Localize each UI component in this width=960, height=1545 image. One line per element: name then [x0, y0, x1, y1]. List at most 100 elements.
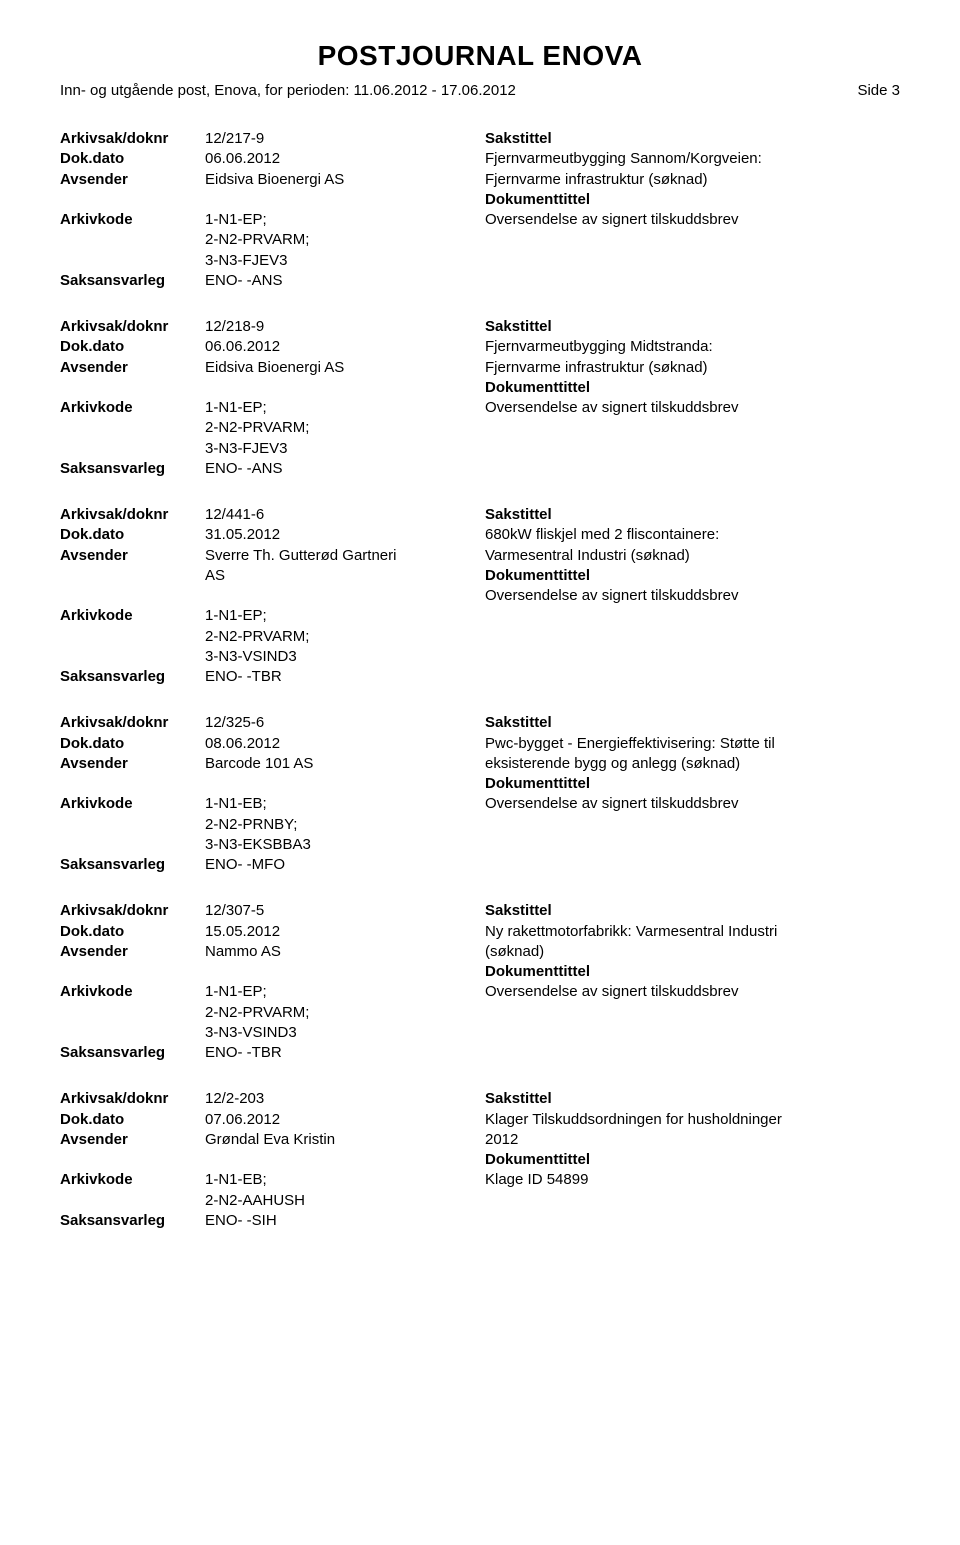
record: Arkivsak/doknr12/217-9Sakstittel Dok.dato…: [60, 129, 900, 291]
row-value: 2-N2-AAHUSH: [205, 1191, 485, 1211]
right-text: (søknad): [485, 942, 900, 962]
right-text: Fjernvarme infrastruktur (søknad): [485, 358, 900, 378]
label-arkivsak: Arkivsak/doknr: [60, 505, 205, 525]
label-arkivsak: Arkivsak/doknr: [60, 1089, 205, 1109]
right-text: Fjernvarmeutbygging Sannom/Korgveien:: [485, 149, 900, 169]
row-value: Nammo AS: [205, 942, 485, 962]
row-value: ENO- -TBR: [205, 667, 485, 687]
right-text: Klager Tilskuddsordningen for husholdnin…: [485, 1110, 900, 1130]
row-value: Grøndal Eva Kristin: [205, 1130, 485, 1150]
right-text: Dokumenttittel: [485, 774, 900, 794]
row-value: 3-N3-EKSBBA3: [205, 835, 485, 855]
value-arkivsak: 12/2-203: [205, 1089, 485, 1109]
label-sakstittel: Sakstittel: [485, 1089, 900, 1109]
row-value: 3-N3-FJEV3: [205, 439, 485, 459]
row-label: Arkivkode: [60, 794, 205, 814]
right-text: Ny rakettmotorfabrikk: Varmesentral Indu…: [485, 922, 900, 942]
row-value: 1-N1-EP;: [205, 398, 485, 418]
right-text: Dokumenttittel: [485, 962, 900, 982]
row-label: Dok.dato: [60, 922, 205, 942]
row-value: 3-N3-VSIND3: [205, 1023, 485, 1043]
row-value: 1-N1-EP;: [205, 606, 485, 626]
row-value: ENO- -ANS: [205, 459, 485, 479]
row-label: Avsender: [60, 754, 205, 774]
row-value: 3-N3-FJEV3: [205, 251, 485, 271]
row-label: Arkivkode: [60, 982, 205, 1002]
row-value: 1-N1-EP;: [205, 210, 485, 230]
row-value: ENO- -MFO: [205, 855, 485, 875]
right-text: Fjernvarme infrastruktur (søknad): [485, 170, 900, 190]
value-arkivsak: 12/325-6: [205, 713, 485, 733]
row-value: 08.06.2012: [205, 734, 485, 754]
row-label: Dok.dato: [60, 337, 205, 357]
right-text: Oversendelse av signert tilskuddsbrev: [485, 586, 900, 606]
row-label: Dok.dato: [60, 1110, 205, 1130]
row-value: AS: [205, 566, 485, 586]
page-title: POSTJOURNAL ENOVA: [60, 40, 900, 72]
right-text: 680kW fliskjel med 2 fliscontainere:: [485, 525, 900, 545]
row-label: Avsender: [60, 1130, 205, 1150]
row-label: Avsender: [60, 170, 205, 190]
label-arkivsak: Arkivsak/doknr: [60, 129, 205, 149]
row-value: 07.06.2012: [205, 1110, 485, 1130]
right-text: Oversendelse av signert tilskuddsbrev: [485, 210, 900, 230]
label-arkivsak: Arkivsak/doknr: [60, 901, 205, 921]
label-sakstittel: Sakstittel: [485, 713, 900, 733]
right-text: Pwc-bygget - Energieffektivisering: Støt…: [485, 734, 900, 754]
label-sakstittel: Sakstittel: [485, 317, 900, 337]
row-label: Avsender: [60, 942, 205, 962]
row-label: Dok.dato: [60, 525, 205, 545]
row-value: ENO- -SIH: [205, 1211, 485, 1231]
row-label: Arkivkode: [60, 210, 205, 230]
value-arkivsak: 12/217-9: [205, 129, 485, 149]
record: Arkivsak/doknr12/2-203Sakstittel Dok.dato…: [60, 1089, 900, 1231]
right-text: Oversendelse av signert tilskuddsbrev: [485, 398, 900, 418]
row-value: 31.05.2012: [205, 525, 485, 545]
row-value: 15.05.2012: [205, 922, 485, 942]
row-label: Arkivkode: [60, 1170, 205, 1190]
row-value: 2-N2-PRVARM;: [205, 1003, 485, 1023]
right-text: 2012: [485, 1130, 900, 1150]
header: POSTJOURNAL ENOVA: [60, 40, 900, 72]
right-text: eksisterende bygg og anlegg (søknad): [485, 754, 900, 774]
row-value: Barcode 101 AS: [205, 754, 485, 774]
row-value: 2-N2-PRVARM;: [205, 418, 485, 438]
record: Arkivsak/doknr12/441-6SakstittelDok.dato…: [60, 505, 900, 687]
records-container: Arkivsak/doknr12/217-9SakstittelDok.dato…: [60, 129, 900, 1231]
row-value: 1-N1-EB;: [205, 1170, 485, 1190]
row-value: 2-N2-PRVARM;: [205, 230, 485, 250]
value-arkivsak: 12/307-5: [205, 901, 485, 921]
row-label: Dok.dato: [60, 149, 205, 169]
period-text: Inn- og utgående post, Enova, for period…: [60, 82, 516, 99]
row-value: Eidsiva Bioenergi AS: [205, 358, 485, 378]
row-label: Saksansvarleg: [60, 1211, 205, 1231]
right-text: Klage ID 54899: [485, 1170, 900, 1190]
right-text: Oversendelse av signert tilskuddsbrev: [485, 794, 900, 814]
value-arkivsak: 12/218-9: [205, 317, 485, 337]
record: Arkivsak/doknr12/218-9SakstittelDok.dato…: [60, 317, 900, 479]
row-label: Arkivkode: [60, 398, 205, 418]
row-value: 3-N3-VSIND3: [205, 647, 485, 667]
row-label: Saksansvarleg: [60, 855, 205, 875]
label-sakstittel: Sakstittel: [485, 129, 900, 149]
label-arkivsak: Arkivsak/doknr: [60, 713, 205, 733]
row-label: Saksansvarleg: [60, 459, 205, 479]
right-text: Dokumenttittel: [485, 1150, 900, 1170]
label-sakstittel: Sakstittel: [485, 901, 900, 921]
row-value: ENO- -ANS: [205, 271, 485, 291]
row-value: Eidsiva Bioenergi AS: [205, 170, 485, 190]
row-label: Avsender: [60, 546, 205, 566]
right-text: Dokumenttittel: [485, 566, 900, 586]
row-label: Avsender: [60, 358, 205, 378]
row-value: 1-N1-EB;: [205, 794, 485, 814]
row-label: Saksansvarleg: [60, 667, 205, 687]
row-label: Saksansvarleg: [60, 1043, 205, 1063]
right-text: Dokumenttittel: [485, 190, 900, 210]
row-label: Arkivkode: [60, 606, 205, 626]
row-value: 1-N1-EP;: [205, 982, 485, 1002]
row-label: Dok.dato: [60, 734, 205, 754]
label-sakstittel: Sakstittel: [485, 505, 900, 525]
subheader: Inn- og utgående post, Enova, for period…: [60, 82, 900, 99]
row-value: 2-N2-PRNBY;: [205, 815, 485, 835]
right-text: Oversendelse av signert tilskuddsbrev: [485, 982, 900, 1002]
